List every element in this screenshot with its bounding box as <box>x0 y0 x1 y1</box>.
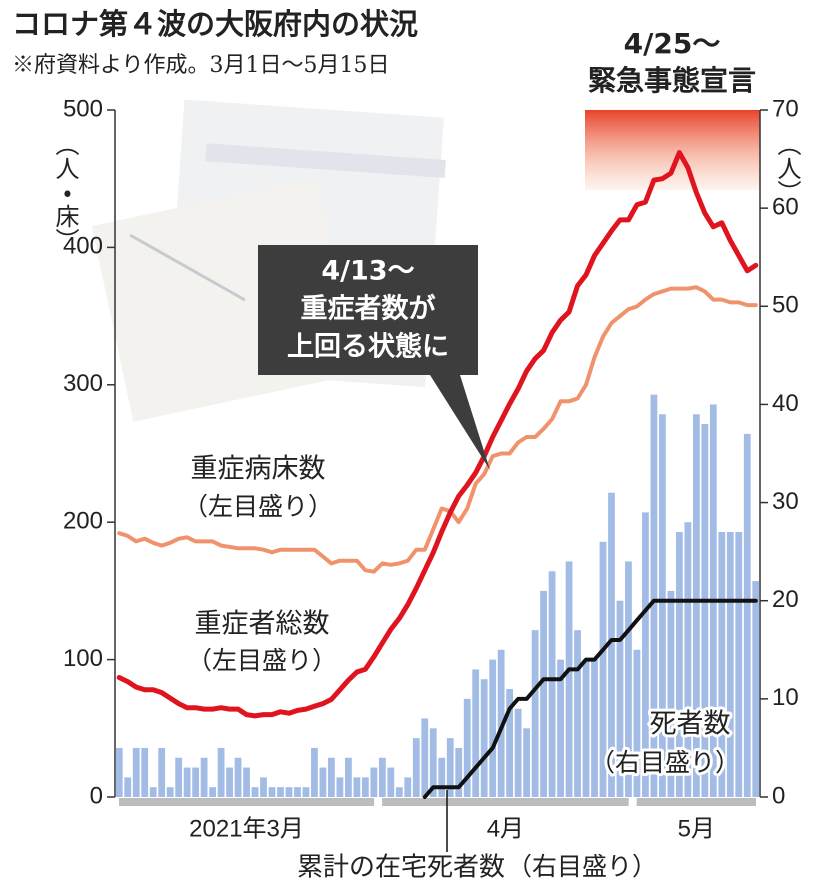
bar <box>320 768 327 797</box>
bar <box>218 748 225 797</box>
bar <box>201 758 208 797</box>
bar <box>523 728 530 797</box>
series-note: （左目盛り） <box>183 492 333 521</box>
callout-line: 上回る状態に <box>287 331 449 363</box>
x-tick-label: 5月 <box>678 815 715 842</box>
x-tick <box>119 798 374 806</box>
bar <box>116 748 123 797</box>
chart-title: コロナ第４波の大阪府内の状況 <box>12 7 418 41</box>
bar <box>404 777 411 797</box>
bar <box>277 787 284 797</box>
emergency-period <box>585 110 760 190</box>
x-tick-label: 2021年3月 <box>189 815 304 842</box>
bar <box>481 679 488 797</box>
bar <box>701 424 708 797</box>
bar <box>226 768 233 797</box>
bar <box>243 768 250 797</box>
bar <box>353 777 360 797</box>
bar <box>175 758 182 797</box>
bar <box>158 748 165 797</box>
emergency-date: 4/25～ <box>624 27 721 60</box>
y-tick-label: 100 <box>63 645 103 672</box>
callout: 4/13～ 重症者数が 上回る状態に <box>258 245 490 470</box>
bar <box>328 758 335 797</box>
bar <box>269 787 276 797</box>
bar <box>438 758 445 797</box>
bar <box>472 669 479 797</box>
bar <box>167 787 174 797</box>
y-tick-label: 400 <box>63 233 103 260</box>
bar <box>583 660 590 797</box>
bar <box>133 748 140 797</box>
bar <box>370 768 377 797</box>
series-label: 累計の在宅死者数 <box>297 853 505 883</box>
series-note: （左目盛り） <box>187 646 337 675</box>
y2-tick-label: 0 <box>772 782 785 809</box>
bar <box>659 414 666 797</box>
bar <box>337 777 344 797</box>
y2-tick-label: 10 <box>772 684 799 711</box>
bar <box>413 738 420 797</box>
callout-line: 重症者数が <box>301 293 436 325</box>
callout-line: 4/13～ <box>321 256 414 287</box>
bar <box>311 748 318 797</box>
y-tick-label: 300 <box>63 370 103 397</box>
bar <box>184 768 191 797</box>
bar <box>421 718 428 797</box>
y2-tick-label: 40 <box>772 390 799 417</box>
bar <box>532 630 539 797</box>
bar <box>209 787 216 797</box>
bar <box>566 561 573 797</box>
bar <box>286 787 293 797</box>
bar <box>124 777 131 797</box>
emergency-label: 緊急事態宣言 <box>588 64 756 97</box>
bar <box>362 777 369 797</box>
series-note: （右目盛り） <box>590 748 740 777</box>
x-tick-label: 4月 <box>487 815 524 842</box>
chart: コロナ第４波の大阪府内の状況 ※府資料より作成。3月1日～5月15日 4/25～… <box>0 0 833 894</box>
series-note: （右目盛り） <box>507 852 657 881</box>
series-label: 重症者総数 <box>195 609 330 640</box>
bar <box>549 571 556 797</box>
y2-tick-label: 50 <box>772 292 799 319</box>
bar <box>150 787 157 797</box>
bar <box>515 709 522 797</box>
bar <box>141 748 148 797</box>
bar <box>294 787 301 797</box>
series-label: 重症病床数 <box>191 454 326 485</box>
x-tick <box>382 798 629 806</box>
bar <box>260 777 267 797</box>
bar <box>455 748 462 797</box>
y2-tick-label: 70 <box>772 95 799 122</box>
series-label: 死者数 <box>650 709 731 740</box>
y2-tick-label: 30 <box>772 488 799 515</box>
bar <box>387 768 394 797</box>
bar <box>744 434 751 797</box>
chart-subtitle: ※府資料より作成。3月1日～5月15日 <box>12 53 390 78</box>
bar <box>752 581 759 797</box>
y2-tick-label: 20 <box>772 586 799 613</box>
x-tick <box>637 798 756 806</box>
bar <box>693 414 700 797</box>
bar <box>379 758 386 797</box>
y-tick-label: 0 <box>90 782 103 809</box>
bar <box>574 630 581 797</box>
bar <box>489 660 496 797</box>
bar <box>540 591 547 797</box>
bar <box>192 768 199 797</box>
bar <box>345 758 352 797</box>
y-tick-label: 500 <box>63 95 103 122</box>
bar <box>252 787 259 797</box>
bar <box>235 758 242 797</box>
y2-tick-label: 60 <box>772 193 799 220</box>
bar <box>303 787 310 797</box>
y-tick-label: 200 <box>63 508 103 535</box>
bar <box>396 787 403 797</box>
